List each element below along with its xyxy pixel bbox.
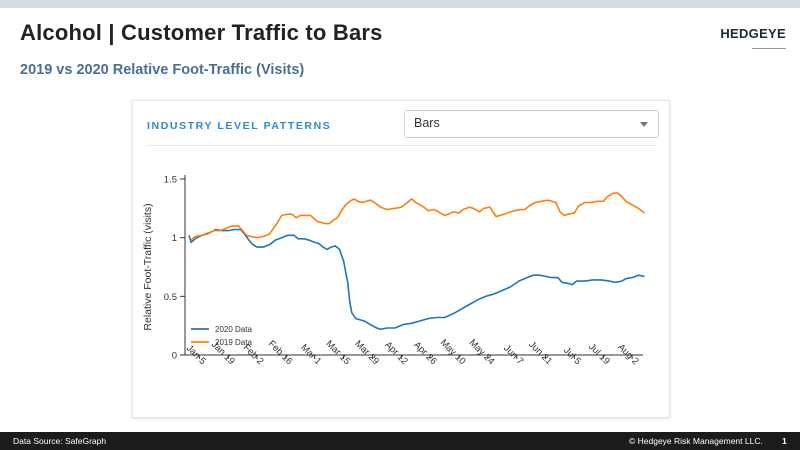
- x-tick-label: Apr 12: [382, 340, 410, 368]
- page-number: 1: [782, 436, 787, 446]
- x-tick-label: Aug 2: [615, 342, 640, 367]
- chevron-down-icon[interactable]: [640, 122, 648, 127]
- brand-logo: HEDGEYE: [720, 26, 786, 41]
- logo-underline: [752, 48, 786, 49]
- x-tick-label: Mar 29: [352, 338, 381, 367]
- series-line-2020: [188, 228, 645, 330]
- legend-label: 2019 Data: [215, 338, 252, 347]
- x-tick-label: Mar 15: [324, 338, 353, 367]
- x-tick-label: May 24: [467, 337, 497, 367]
- y-axis-label: Relative Foot-Traffic (visits): [142, 203, 154, 330]
- page-subtitle: 2019 vs 2020 Relative Foot-Traffic (Visi…: [20, 62, 305, 78]
- footer-copyright: © Hedgeye Risk Management LLC.: [629, 436, 763, 446]
- y-tick-label: 0: [172, 351, 177, 362]
- x-tick-label: Jun 21: [526, 339, 554, 367]
- x-tick-label: Feb 16: [266, 338, 295, 367]
- x-tick-label: Apr 26: [411, 340, 439, 368]
- x-tick-label: Jul 5: [561, 345, 583, 367]
- industry-dropdown[interactable]: Bars: [404, 110, 659, 138]
- series-line-2019: [190, 192, 645, 241]
- y-tick-label: 1: [172, 233, 177, 244]
- x-tick-label: May 10: [438, 337, 468, 367]
- y-tick-label: 1.5: [164, 175, 177, 186]
- legend-label: 2020 Data: [215, 325, 252, 334]
- panel-divider: [147, 145, 655, 146]
- footer-data-source: Data Source: SafeGraph: [13, 436, 107, 446]
- top-accent-strip: [0, 0, 800, 8]
- page-title: Alcohol | Customer Traffic to Bars: [20, 20, 383, 45]
- dropdown-selected-value: Bars: [414, 116, 440, 130]
- x-tick-label: Jul 19: [586, 341, 612, 367]
- footer-bar: Data Source: SafeGraph © Hedgeye Risk Ma…: [0, 432, 800, 450]
- y-tick-label: 0.5: [164, 292, 177, 303]
- chart-panel: INDUSTRY LEVEL PATTERNS Bars 0 0.5 1 1.5 Rel…: [132, 100, 670, 418]
- panel-title: INDUSTRY LEVEL PATTERNS: [147, 120, 332, 132]
